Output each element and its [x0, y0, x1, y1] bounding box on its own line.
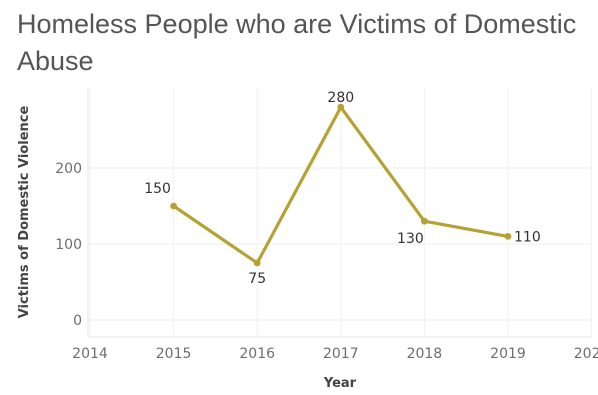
data-labels: 150 75 280 130 110	[144, 90, 541, 287]
x-tick-label: 2017	[323, 346, 359, 362]
grid-lines	[87, 88, 593, 338]
data-label: 280	[327, 90, 354, 106]
y-tick-label: 0	[73, 313, 82, 329]
data-label: 130	[397, 231, 424, 247]
y-axis-ticks: 0 100 200	[55, 161, 82, 329]
data-point	[337, 103, 345, 111]
x-tick-label: 2016	[239, 346, 275, 362]
y-tick-label: 100	[55, 237, 82, 253]
data-label: 110	[514, 229, 541, 245]
x-tick-label: 2014	[72, 346, 108, 362]
data-point	[421, 217, 428, 225]
x-axis-ticks: 2014 2015 2016 2017 2018 2019 2020	[72, 346, 598, 362]
data-point	[253, 259, 261, 267]
x-tick-label: 2015	[156, 346, 192, 362]
x-tick-label: 2019	[490, 346, 526, 362]
series-layer	[170, 103, 512, 267]
data-label: 75	[248, 271, 266, 287]
data-point	[170, 202, 178, 210]
data-point	[504, 233, 512, 240]
x-tick-label: 2020	[574, 346, 598, 362]
chart-title: Homeless People who are Victims of Domes…	[17, 9, 577, 76]
y-tick-label: 200	[55, 161, 82, 177]
data-label: 150	[144, 181, 171, 197]
x-tick-label: 2018	[407, 346, 443, 362]
y-axis-title: Victims of Domestic Violence	[17, 106, 32, 319]
x-axis-title: Year	[323, 376, 357, 391]
